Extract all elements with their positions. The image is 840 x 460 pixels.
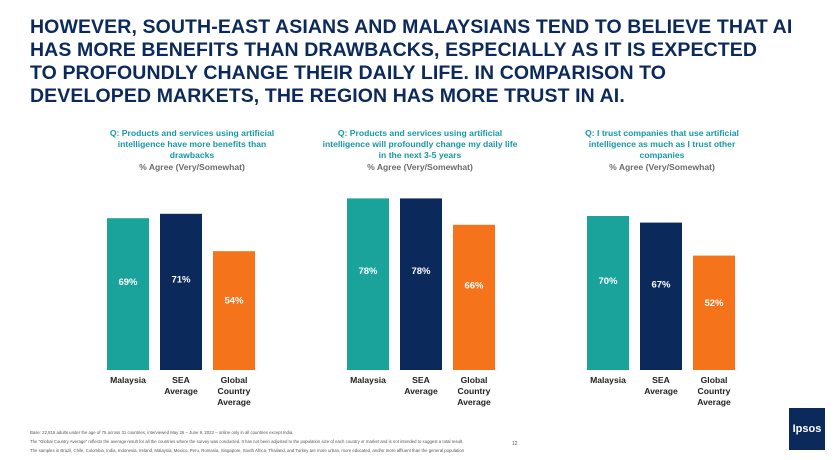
chart-1-question: Q: Products and services using artificia… <box>109 128 275 160</box>
chart-1-category-label: Malaysia <box>110 375 146 385</box>
chart-2-bar-malaysia <box>347 198 389 370</box>
chart-3-bar-malaysia <box>587 216 629 370</box>
chart-2-bar-global-country-average <box>453 224 495 370</box>
headline-line: DEVELOPED MARKETS, THE REGION HAS MORE T… <box>30 85 625 107</box>
chart-3-subtitle: % Agree (Very/Somewhat) <box>609 162 715 172</box>
chart-2-value-label: 78% <box>358 266 378 277</box>
ipsos-logo: Ipsos <box>789 408 825 450</box>
chart-1-value-label: 71% <box>171 275 191 286</box>
chart-1-bar-malaysia <box>107 218 149 370</box>
chart-2-bar-sea-average <box>400 198 442 370</box>
chart-1-header: Q: Products and services using artificia… <box>92 128 292 173</box>
chart-2-header: Q: Products and services using artificia… <box>320 128 520 173</box>
chart-2-subtitle: % Agree (Very/Somewhat) <box>367 162 473 172</box>
chart-3-value-label: 67% <box>651 279 671 290</box>
chart-1-bar-global-country-average <box>213 251 255 370</box>
chart-1-value-label: 54% <box>224 295 244 306</box>
chart-2-value-label: 78% <box>411 266 431 277</box>
chart-3-category-label: Malaysia <box>590 375 626 385</box>
chart-3-value-label: 52% <box>704 298 724 309</box>
chart-1-subtitle: % Agree (Very/Somewhat) <box>139 162 245 172</box>
chart-2-category-label: SEA Average <box>404 375 438 396</box>
headline-line: TO PROFOUNDLY CHANGE THEIR DAILY LIFE. I… <box>30 62 667 84</box>
chart-3-bar-sea-average <box>640 222 682 370</box>
chart-1-bar-sea-average <box>160 213 202 370</box>
chart-1-category-label: Global Country Average <box>217 375 251 407</box>
footnote: Base: 22,816 adults under the age of 75 … <box>30 430 294 435</box>
chart-2-category-label: Global Country Average <box>457 375 491 407</box>
chart-3-category-label: SEA Average <box>644 375 678 396</box>
footnote: The samples in Brazil, Chile, Colombia, … <box>30 448 465 453</box>
chart-3-question: Q: I trust companies that use artificial… <box>585 128 739 160</box>
chart-1-value-label: 69% <box>118 277 138 288</box>
chart-3-header: Q: I trust companies that use artificial… <box>562 128 762 173</box>
chart-3-category-label: Global Country Average <box>697 375 731 407</box>
chart-2-question: Q: Products and services using artificia… <box>322 128 518 160</box>
chart-3-value-label: 70% <box>598 276 618 287</box>
page-number: 12 <box>512 441 518 447</box>
headline-line: HAS MORE BENEFITS THAN DRAWBACKS, ESPECI… <box>30 39 758 61</box>
headline-line: HOWEVER, SOUTH-EAST ASIANS AND MALAYSIAN… <box>30 16 793 38</box>
chart-1-category-label: SEA Average <box>164 375 198 396</box>
headline: HOWEVER, SOUTH-EAST ASIANS AND MALAYSIAN… <box>30 16 820 108</box>
chart-2-value-label: 66% <box>464 281 484 292</box>
chart-3-bar-global-country-average <box>693 255 735 370</box>
chart-2-category-label: Malaysia <box>350 375 386 385</box>
footnote: The "Global Country Average" reflects th… <box>30 439 464 444</box>
footnotes: Base: 22,816 adults under the age of 75 … <box>30 428 770 455</box>
